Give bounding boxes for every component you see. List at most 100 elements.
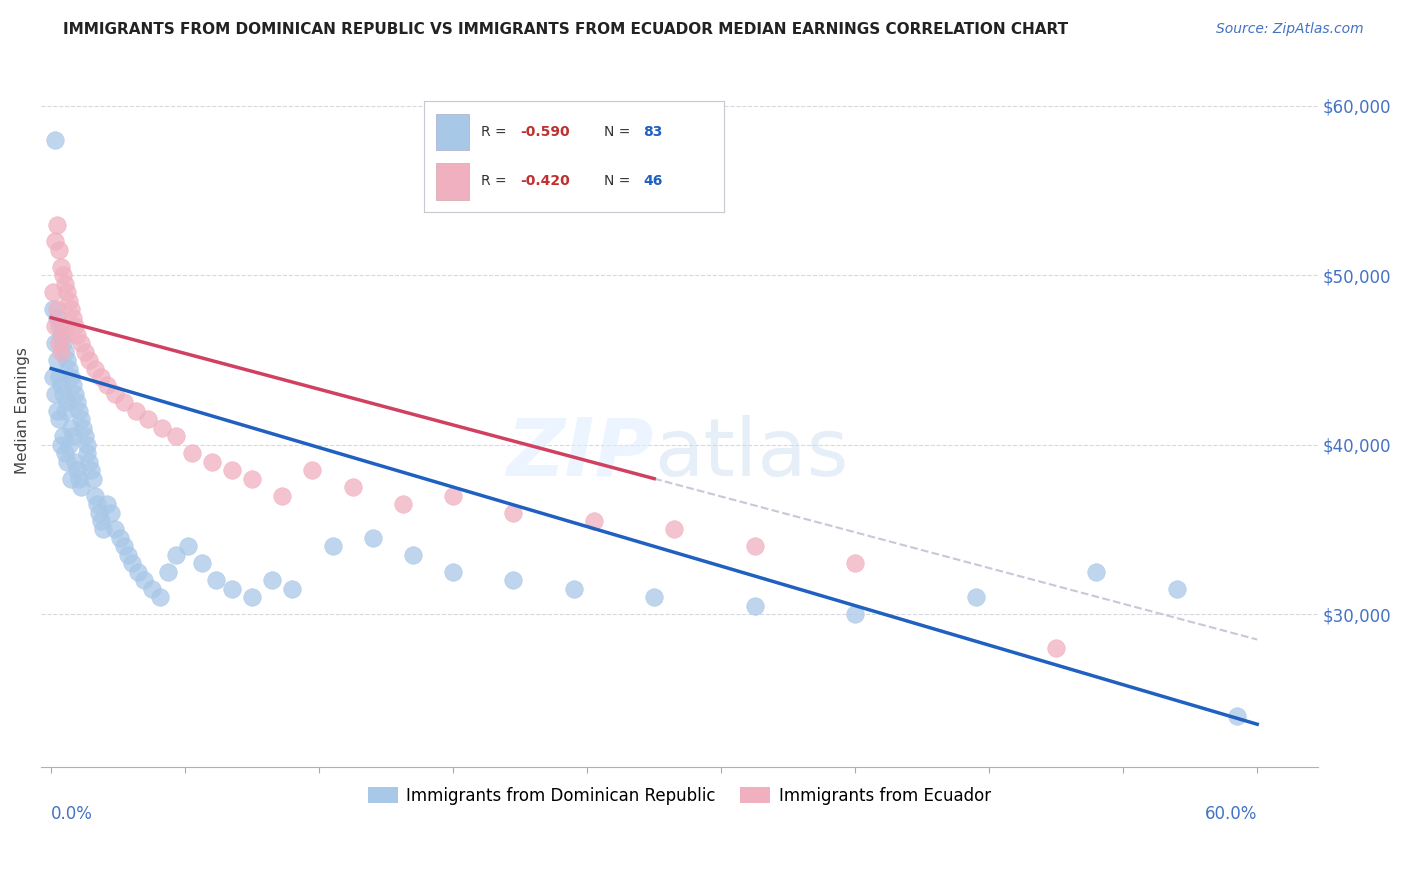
Point [67,404,90,418]
Point [42,370,65,384]
Text: IMMIGRANTS FROM DOMINICAN REPUBLIC VS IMMIGRANTS FROM ECUADOR MEDIAN EARNINGS CO: IMMIGRANTS FROM DOMINICAN REPUBLIC VS IM… [63,22,1069,37]
Point [262,574,284,588]
Point [48,370,70,384]
Point [53,327,76,342]
Point [52,429,75,443]
Point [65,319,87,334]
Point [191,557,214,571]
Point [58,293,80,308]
Point [1166,582,1188,596]
Point [96,497,118,511]
Point [66,395,89,409]
Point [52,319,75,334]
Point [65,455,87,469]
Point [965,591,987,605]
Point [156,565,179,579]
Point [392,497,415,511]
Point [84,489,107,503]
Point [51,344,73,359]
Point [582,514,605,528]
Point [271,489,294,503]
Point [48,243,70,257]
Point [60,302,83,317]
Point [53,404,76,418]
Point [127,565,149,579]
Point [56,455,79,469]
Point [90,514,112,528]
Point [177,540,200,554]
Point [44,235,66,249]
Point [744,599,766,613]
Point [56,353,79,368]
Point [60,472,83,486]
Point [76,446,98,460]
Point [62,378,84,392]
Point [502,574,524,588]
Point [56,285,79,300]
Point [322,540,344,554]
Point [342,480,364,494]
Point [141,582,163,596]
Point [60,421,83,435]
Point [65,387,87,401]
Point [70,336,93,351]
Point [301,463,323,477]
Point [744,540,766,554]
Point [664,523,686,537]
Point [44,319,66,334]
Point [48,336,70,351]
Point [56,395,79,409]
Point [150,421,173,435]
Point [51,327,73,342]
Point [844,607,866,621]
Point [66,327,89,342]
Text: 0.0%: 0.0% [51,805,93,823]
Point [136,412,159,426]
Point [201,455,224,469]
Text: Source: ZipAtlas.com: Source: ZipAtlas.com [1216,22,1364,37]
Point [52,268,75,283]
Point [46,302,69,317]
Point [1085,565,1108,579]
Point [70,480,93,494]
Point [104,387,127,401]
Point [132,574,155,588]
Point [124,404,146,418]
Point [48,319,70,334]
Point [100,506,122,520]
Point [53,446,76,460]
Point [240,472,263,486]
Point [75,344,97,359]
Point [52,336,75,351]
Point [72,421,94,435]
Point [80,463,103,477]
Point [51,260,73,274]
Point [53,277,76,291]
Point [104,523,127,537]
Point [643,591,665,605]
Point [44,387,66,401]
Point [79,353,101,368]
Point [112,395,135,409]
Point [180,446,202,460]
Point [121,557,143,571]
Point [89,506,111,520]
Point [240,591,263,605]
Point [402,548,425,562]
Point [1226,708,1249,723]
Point [70,412,93,426]
Point [60,370,83,384]
Point [58,361,80,376]
Point [361,531,384,545]
Point [90,370,112,384]
Point [281,582,304,596]
Point [441,489,464,503]
Point [62,310,84,325]
Point [44,133,66,147]
Point [42,285,65,300]
Point [221,582,243,596]
Point [46,353,69,368]
Point [441,565,464,579]
Point [46,310,69,325]
Point [112,540,135,554]
